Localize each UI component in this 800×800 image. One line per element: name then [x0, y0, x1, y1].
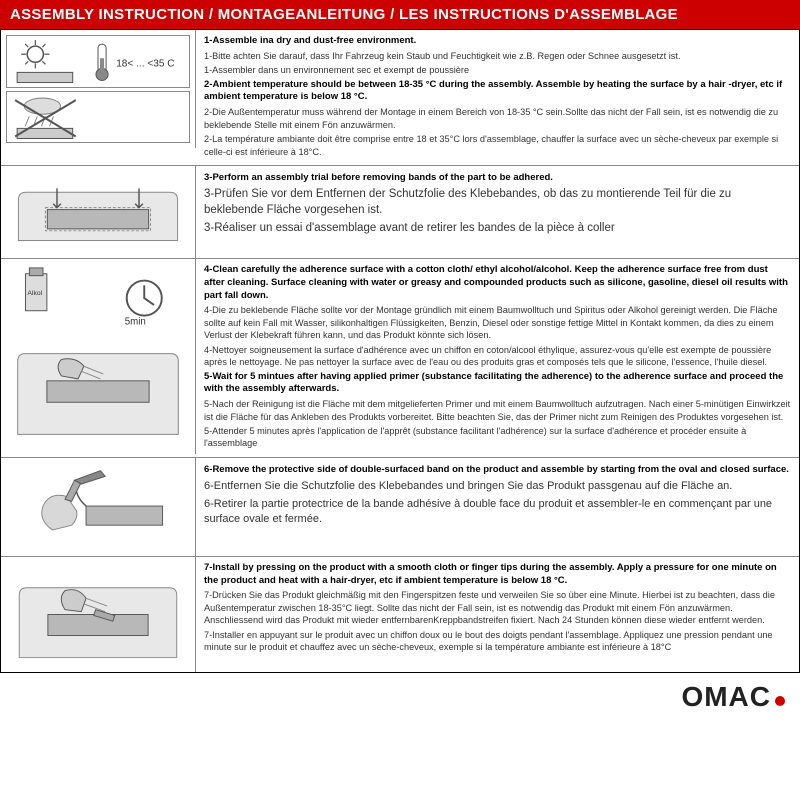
page-title: ASSEMBLY INSTRUCTION / MONTAGEANLEITUNG …	[0, 0, 800, 29]
step-image-4	[1, 458, 196, 556]
trial-fit-icon	[6, 171, 190, 253]
peel-tape-icon	[6, 463, 190, 551]
footer: OMAC	[0, 673, 800, 718]
svg-text:Alkol: Alkol	[27, 290, 42, 297]
no-rain-icon	[7, 92, 189, 143]
step-row-3: Alkol 5min 4-Clean carefully the adheren…	[1, 259, 799, 458]
step-text-3: 4-Clean carefully the adherence surface …	[196, 259, 799, 457]
svg-text:18< ... <35 C: 18< ... <35 C	[116, 58, 174, 69]
step-row-2: 3-Perform an assembly trial before remov…	[1, 166, 799, 259]
step-text-1: 1-Assemble ina dry and dust-free environ…	[196, 30, 799, 165]
step-text-5: 7-Install by pressing on the product wit…	[196, 557, 799, 672]
step-row-1: 18< ... <35 C 1-Assemble ina dry and dus…	[1, 30, 799, 166]
step-image-1: 18< ... <35 C	[1, 30, 196, 148]
step-text-4: 6-Remove the protective side of double-s…	[196, 458, 799, 556]
press-install-icon	[6, 562, 190, 667]
step-text-2: 3-Perform an assembly trial before remov…	[196, 166, 799, 258]
step-image-3: Alkol 5min	[1, 259, 196, 454]
step-image-2	[1, 166, 196, 258]
svg-text:5min: 5min	[125, 316, 146, 327]
step-image-5	[1, 557, 196, 672]
step-row-4: 6-Remove the protective side of double-s…	[1, 458, 799, 557]
instruction-table: 18< ... <35 C 1-Assemble ina dry and dus…	[0, 29, 800, 673]
clean-primer-icon: Alkol 5min	[6, 264, 190, 449]
sun-thermometer-icon: 18< ... <35 C	[7, 36, 189, 87]
brand-logo: OMAC	[681, 681, 785, 713]
step-row-5: 7-Install by pressing on the product wit…	[1, 557, 799, 672]
